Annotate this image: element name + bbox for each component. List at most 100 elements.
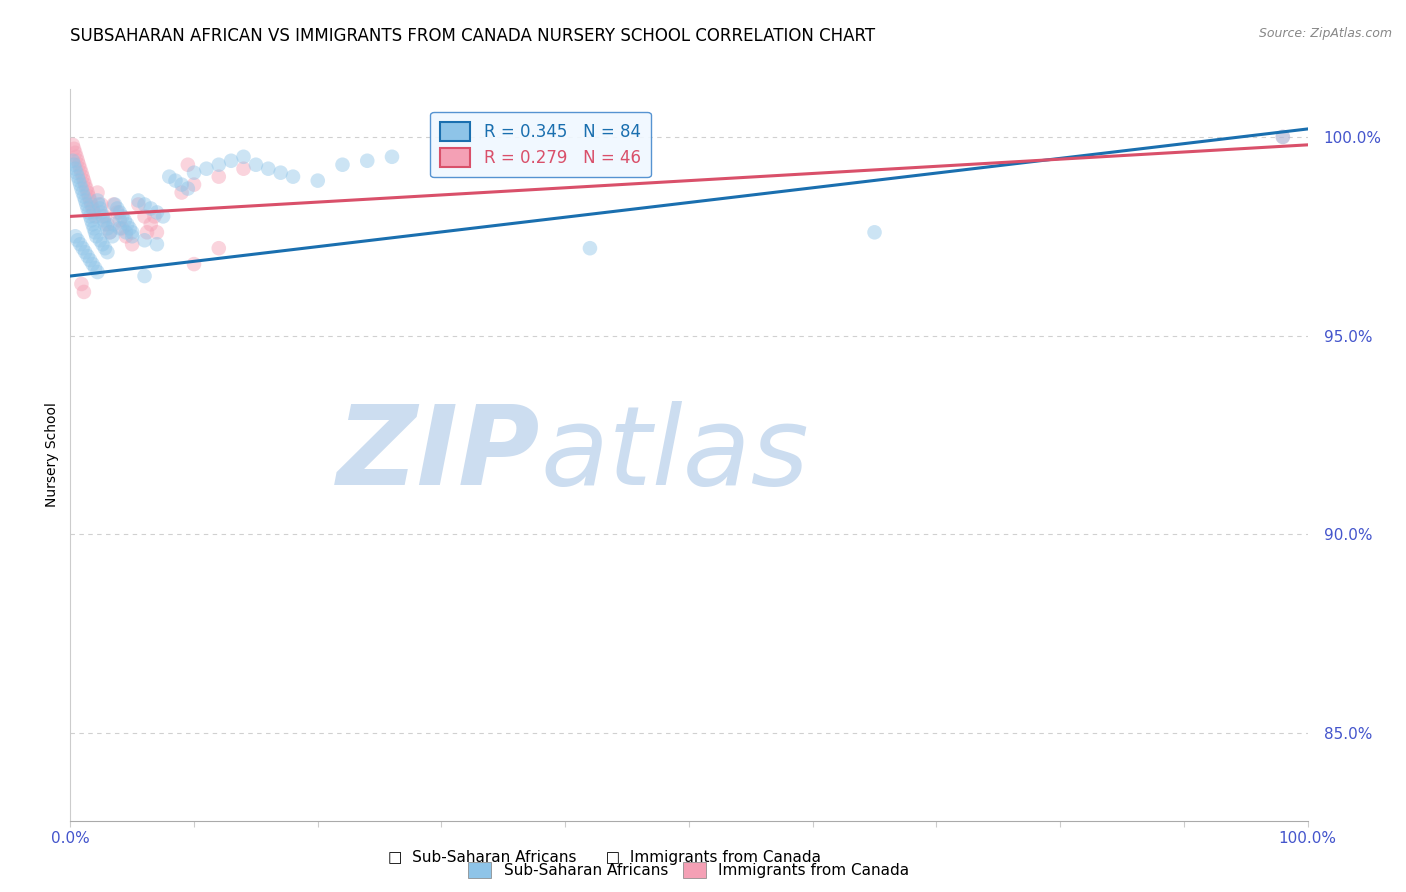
Point — [86, 186, 108, 200]
Point — [67, 158, 90, 172]
Point — [134, 233, 156, 247]
Point — [232, 161, 254, 176]
Point — [96, 245, 118, 260]
Point — [579, 241, 602, 255]
Point — [91, 210, 114, 224]
Point — [79, 253, 101, 268]
Point — [863, 225, 886, 239]
Point — [66, 169, 89, 184]
Point — [84, 210, 107, 224]
Point — [127, 194, 149, 208]
Point — [139, 202, 162, 216]
Text: SUBSAHARAN AFRICAN VS IMMIGRANTS FROM CANADA NURSERY SCHOOL CORRELATION CHART: SUBSAHARAN AFRICAN VS IMMIGRANTS FROM CA… — [70, 27, 876, 45]
Point — [84, 225, 107, 239]
Point — [108, 213, 131, 227]
Point — [152, 210, 174, 224]
Point — [89, 202, 111, 216]
Point — [87, 197, 110, 211]
Point — [63, 158, 86, 172]
Point — [82, 202, 104, 216]
Point — [70, 277, 93, 291]
Point — [139, 218, 162, 232]
Point — [96, 221, 118, 235]
Point — [103, 197, 125, 211]
Point — [143, 210, 166, 224]
Point — [208, 158, 231, 172]
Point — [127, 197, 149, 211]
Point — [94, 218, 117, 232]
Point — [86, 265, 108, 279]
Point — [70, 181, 93, 195]
Point — [93, 213, 115, 227]
Text: □  Sub-Saharan Africans      □  Immigrants from Canada: □ Sub-Saharan Africans □ Immigrants from… — [388, 850, 821, 865]
Point — [82, 257, 104, 271]
Point — [157, 169, 180, 184]
Point — [79, 194, 101, 208]
Point — [73, 189, 96, 203]
Point — [111, 221, 134, 235]
Point — [90, 205, 112, 219]
Point — [98, 225, 121, 239]
Point — [75, 194, 97, 208]
Point — [105, 202, 128, 216]
Point — [108, 221, 131, 235]
Point — [79, 210, 101, 224]
Point — [356, 153, 378, 168]
Point — [72, 169, 94, 184]
Legend: Sub-Saharan Africans, Immigrants from Canada: Sub-Saharan Africans, Immigrants from Ca… — [463, 856, 915, 884]
Text: ZIP: ZIP — [337, 401, 540, 508]
Point — [80, 213, 103, 227]
Point — [1271, 129, 1294, 144]
Y-axis label: Nursery School: Nursery School — [45, 402, 59, 508]
Point — [146, 237, 169, 252]
Point — [270, 166, 292, 180]
Point — [82, 218, 104, 232]
Point — [83, 205, 105, 219]
Point — [177, 181, 200, 195]
Point — [108, 205, 131, 219]
Point — [121, 225, 143, 239]
Point — [69, 237, 91, 252]
Point — [65, 161, 87, 176]
Point — [69, 161, 91, 176]
Point — [67, 174, 90, 188]
Point — [101, 229, 124, 244]
Point — [65, 145, 87, 160]
Point — [62, 137, 84, 152]
Point — [90, 197, 112, 211]
Point — [72, 241, 94, 255]
Point — [115, 218, 138, 232]
Point — [63, 142, 86, 156]
Point — [115, 229, 138, 244]
Point — [75, 178, 97, 192]
Point — [170, 186, 193, 200]
Point — [69, 178, 91, 192]
Point — [115, 225, 138, 239]
Point — [208, 169, 231, 184]
Point — [75, 245, 97, 260]
Point — [232, 150, 254, 164]
Point — [121, 229, 143, 244]
Point — [1271, 129, 1294, 144]
Point — [105, 205, 128, 219]
Point — [76, 186, 98, 200]
Point — [76, 249, 98, 263]
Point — [94, 241, 117, 255]
Point — [65, 229, 87, 244]
Point — [146, 205, 169, 219]
Point — [118, 221, 141, 235]
Point — [257, 161, 280, 176]
Point — [84, 261, 107, 276]
Point — [75, 197, 97, 211]
Point — [89, 233, 111, 247]
Text: atlas: atlas — [540, 401, 808, 508]
Point — [170, 178, 193, 192]
Point — [134, 210, 156, 224]
Point — [121, 237, 143, 252]
Point — [183, 257, 205, 271]
Point — [96, 218, 118, 232]
Point — [134, 197, 156, 211]
Point — [65, 166, 87, 180]
Point — [104, 197, 127, 211]
Point — [76, 202, 98, 216]
